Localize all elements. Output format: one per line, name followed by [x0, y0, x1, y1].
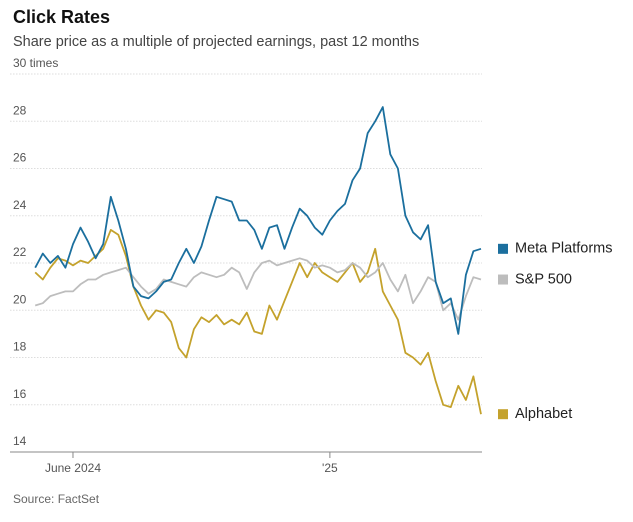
y-tick-label: 28: [13, 103, 27, 117]
series-line: [34, 106, 482, 335]
y-tick-label: 24: [13, 198, 27, 212]
x-tick-label: '25: [322, 461, 338, 475]
y-tick-label: 30 times: [13, 56, 58, 70]
legend-label: Alphabet: [515, 406, 572, 422]
y-tick-label: 14: [13, 434, 27, 448]
grid: 14 16 18 20 22 24 26 28 30 times June 2024 '25: [10, 56, 482, 475]
legend-label: Meta Platforms: [515, 241, 613, 257]
y-tick-label: 22: [13, 245, 27, 259]
y-tick-label: 18: [13, 340, 27, 354]
source-note: Source: FactSet: [13, 492, 100, 506]
legend-swatch: [498, 274, 508, 285]
y-tick-label: 16: [13, 387, 27, 401]
legend-swatch: [498, 243, 508, 254]
x-tick-label: June 2024: [45, 461, 101, 475]
y-tick-label: 20: [13, 292, 27, 306]
y-tick-label: 26: [13, 151, 27, 165]
legend-swatch: [498, 409, 508, 420]
series-line: [34, 257, 482, 321]
chart-title: Click Rates: [13, 7, 110, 27]
legend-label: S&P 500: [515, 271, 572, 287]
series-line: [34, 229, 482, 415]
chart-subtitle: Share price as a multiple of projected e…: [13, 34, 419, 50]
plot-lines: [34, 106, 482, 415]
